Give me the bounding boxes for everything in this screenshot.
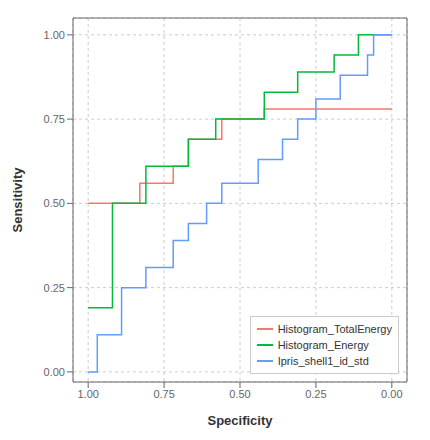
- svg-text:1.00: 1.00: [44, 29, 65, 41]
- svg-text:0.25: 0.25: [44, 282, 65, 294]
- svg-text:Sensitivity: Sensitivity: [10, 167, 25, 233]
- svg-text:0.00: 0.00: [381, 388, 402, 400]
- svg-text:0.50: 0.50: [44, 197, 65, 209]
- svg-text:0.75: 0.75: [44, 113, 65, 125]
- svg-text:0.25: 0.25: [305, 388, 326, 400]
- svg-text:1.00: 1.00: [77, 388, 98, 400]
- html-text:Ipris_shell1_id_std: Ipris_shell1_id_std: [277, 355, 369, 367]
- svg-text:Specificity: Specificity: [207, 413, 273, 428]
- svg-text:0.75: 0.75: [153, 388, 174, 400]
- html-text:Histogram_TotalEnergy: Histogram_TotalEnergy: [277, 323, 392, 335]
- html-text:Histogram_Energy: Histogram_Energy: [277, 339, 369, 351]
- svg-text:0.50: 0.50: [229, 388, 250, 400]
- svg-text:0.00: 0.00: [44, 366, 65, 378]
